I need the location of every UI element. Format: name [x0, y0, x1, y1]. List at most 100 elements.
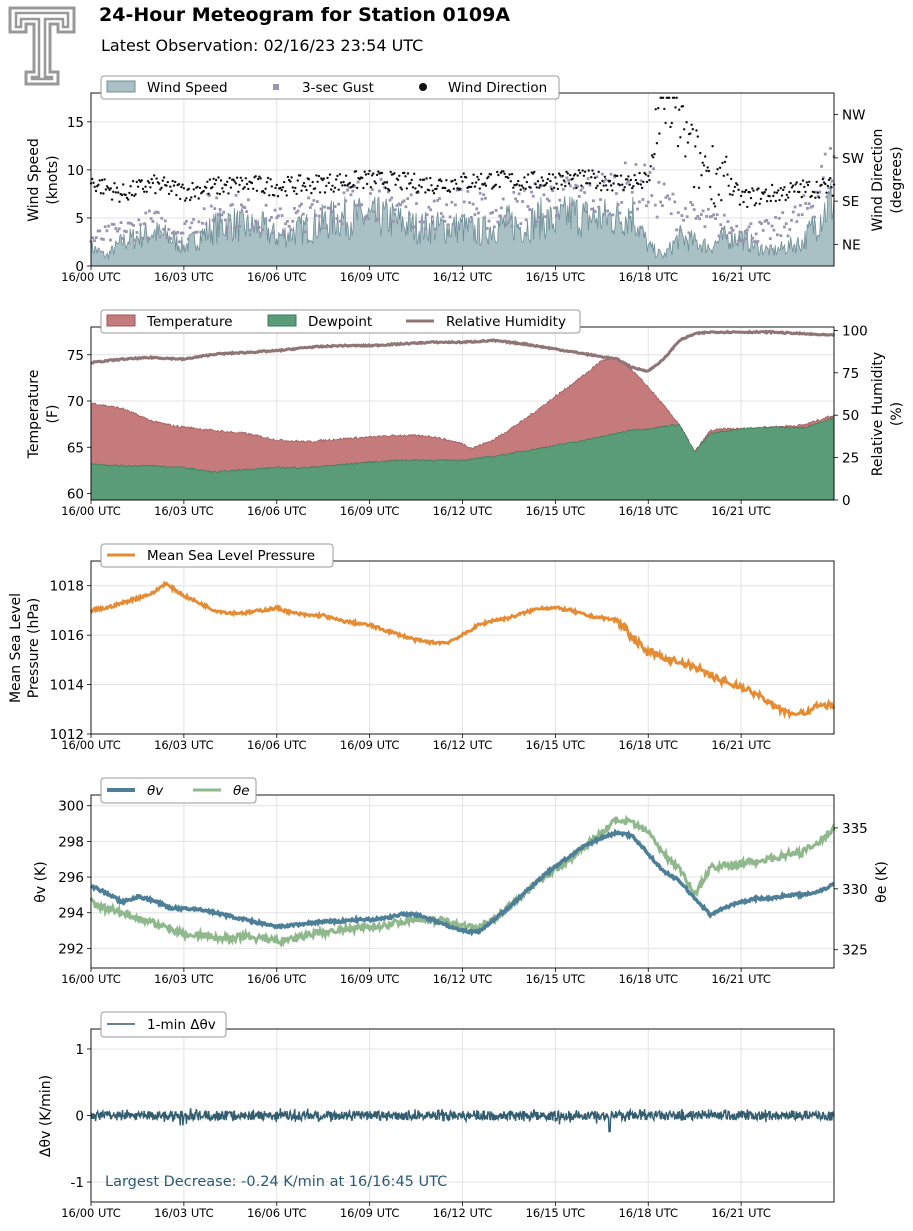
gust-point [514, 197, 517, 201]
dtheta-series [90, 1107, 835, 1133]
direction-point [229, 186, 233, 189]
gust-point [238, 225, 241, 228]
x-tick-label: 16/00 UTC [61, 972, 121, 986]
direction-point [465, 176, 468, 179]
direction-point [783, 186, 786, 189]
direction-point [638, 171, 641, 175]
direction-point [205, 186, 208, 189]
direction-point [683, 128, 686, 131]
gust-point [572, 186, 576, 190]
direction-point [622, 188, 625, 191]
direction-point [709, 185, 712, 189]
gust-point [546, 197, 549, 201]
direction-point [738, 203, 742, 206]
gust-point [728, 231, 731, 235]
direction-point [564, 184, 567, 188]
direction-point [422, 178, 426, 181]
direction-point [365, 182, 369, 186]
gust-point [804, 202, 808, 205]
direction-point [551, 173, 555, 176]
gust-point [629, 210, 632, 214]
gust-point [673, 200, 677, 204]
direction-point [233, 180, 236, 183]
gust-point [273, 208, 277, 212]
gust-point [280, 214, 284, 217]
y-tick-label: 75 [67, 348, 84, 364]
gust-point [623, 161, 627, 165]
direction-point [451, 179, 454, 183]
direction-point [726, 173, 729, 176]
direction-point [769, 199, 772, 203]
gust-point [130, 222, 134, 226]
gust-point [763, 219, 767, 223]
temperature-panel: Temperature (F) Relative Humidity (%) Te… [26, 309, 905, 518]
direction-point [827, 178, 831, 182]
gust-point [160, 216, 164, 220]
x-tick-label: 16/03 UTC [154, 270, 214, 284]
direction-point [559, 174, 562, 177]
gust-point [634, 163, 638, 166]
direction-point [830, 186, 833, 189]
gust-point [174, 232, 178, 236]
theta-legend: θv θe [100, 777, 257, 804]
direction-point [479, 172, 483, 176]
gust-point [261, 228, 264, 232]
gust-point [581, 186, 585, 189]
gust-point [137, 218, 141, 222]
direction-point [794, 183, 797, 186]
gust-point [98, 229, 102, 233]
gust-point [760, 222, 763, 225]
dewpoint-area [90, 416, 835, 501]
direction-point [483, 182, 486, 185]
gust-point [708, 215, 712, 219]
direction-point [686, 141, 690, 144]
y-tick-label: 296 [58, 870, 84, 886]
gust-point [328, 206, 332, 210]
gust-point [569, 184, 572, 188]
gust-point [96, 229, 100, 233]
direction-point [517, 179, 520, 183]
direction-point [694, 145, 697, 148]
gust-point [116, 229, 119, 233]
direction-point [525, 180, 529, 184]
gust-point [501, 197, 505, 201]
gust-point [691, 203, 694, 207]
gust-point [749, 222, 753, 226]
gust-point [386, 190, 390, 194]
direction-point [673, 96, 676, 100]
gust-point [561, 187, 565, 191]
gust-point [823, 152, 827, 156]
gust-point [259, 231, 263, 235]
direction-point [478, 187, 481, 190]
direction-point [208, 178, 212, 181]
gust-point [790, 219, 793, 222]
direction-point [383, 181, 386, 184]
legend-swatch-direction [419, 83, 427, 91]
direction-point [264, 187, 267, 190]
gust-point [323, 205, 326, 209]
direction-point [611, 189, 614, 192]
direction-point [780, 194, 784, 197]
x-tick-label: 16/06 UTC [247, 972, 307, 986]
gust-point [590, 207, 593, 211]
direction-point [370, 174, 374, 177]
direction-point [487, 175, 490, 178]
direction-point [232, 178, 235, 181]
gust-point [310, 203, 314, 206]
gust-point [558, 198, 562, 202]
direction-point [548, 172, 551, 176]
y2-tick-label: NE [842, 237, 861, 253]
gust-point [241, 205, 245, 209]
direction-point [681, 105, 685, 108]
direction-point [102, 192, 105, 195]
gust-point [783, 225, 786, 229]
gust-point [445, 203, 448, 207]
direction-point [410, 178, 413, 182]
x-tick-label: 16/09 UTC [340, 972, 400, 986]
direction-point [109, 187, 113, 190]
direction-point [227, 192, 230, 195]
gust-point [643, 163, 647, 167]
x-tick-label: 16/21 UTC [711, 738, 771, 752]
gust-point [91, 236, 95, 240]
direction-point [804, 190, 807, 194]
